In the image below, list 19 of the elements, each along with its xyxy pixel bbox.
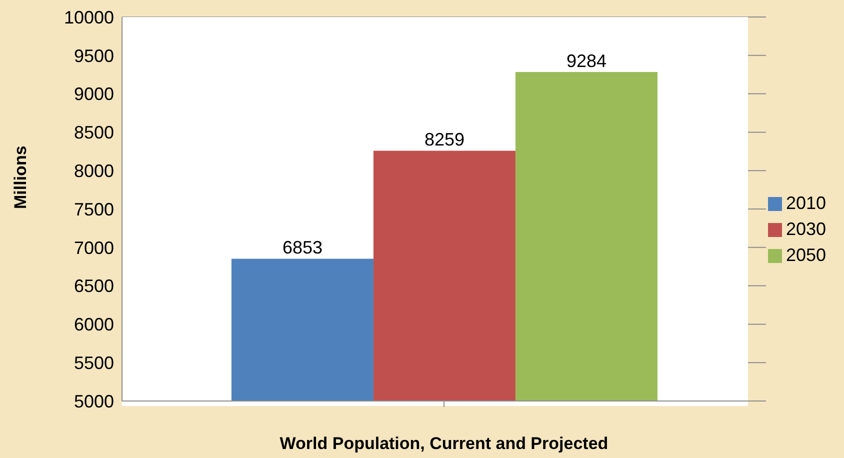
legend-label: 2010 [786, 193, 826, 213]
data-label: 8259 [424, 130, 464, 150]
y-tick-label: 5500 [74, 352, 114, 373]
y-tick-label: 9000 [74, 84, 114, 104]
y-tick-label: 8000 [74, 160, 114, 181]
y-tick-label: 6000 [74, 314, 114, 335]
y-tick-label: 6500 [74, 276, 114, 296]
y-tick-label: 10000 [64, 7, 114, 28]
x-axis-title: World Population, Current and Projected [280, 434, 608, 453]
data-label: 9284 [566, 50, 606, 71]
legend-label: 2030 [786, 219, 826, 239]
data-label: 6853 [282, 238, 322, 258]
y-tick-label: 9500 [74, 46, 114, 66]
y-tick-label: 8500 [74, 122, 114, 143]
y-tick-label: 5000 [74, 391, 114, 412]
legend-label: 2050 [786, 245, 826, 265]
y-tick-label: 7500 [74, 199, 114, 220]
y-axis-title: Millions [11, 146, 30, 209]
y-tick-label: 7000 [74, 238, 114, 258]
